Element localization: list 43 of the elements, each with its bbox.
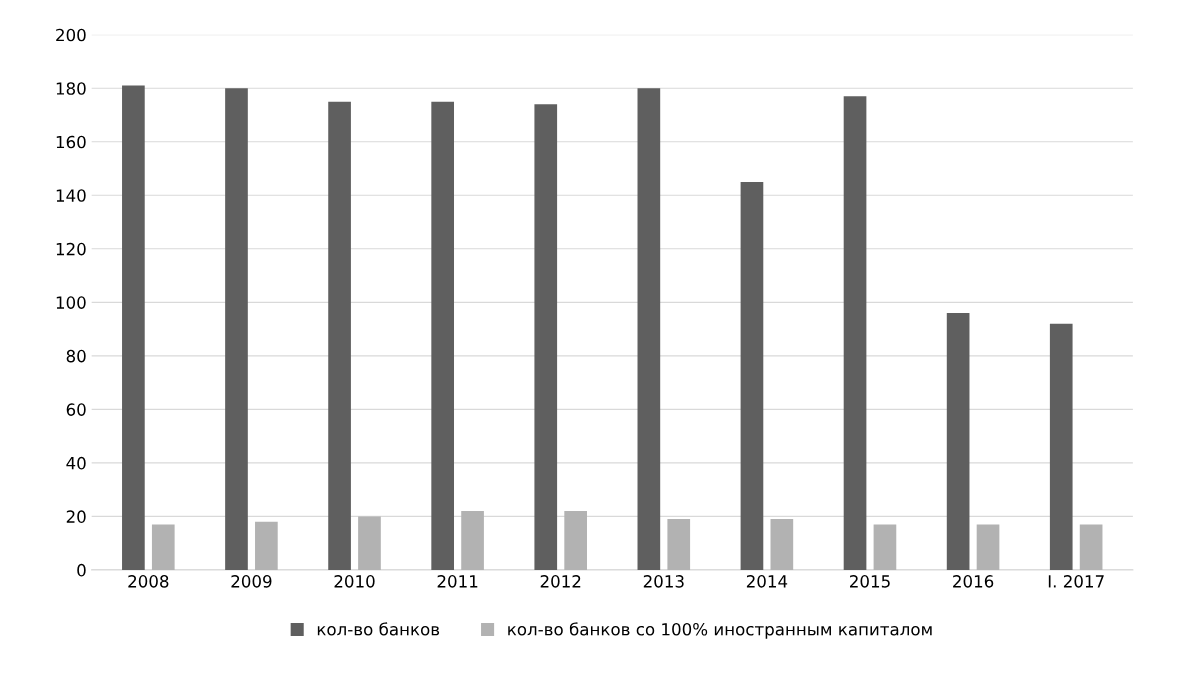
y-tick-label: 200 — [56, 28, 86, 42]
x-tick-label: 2010 — [334, 575, 375, 588]
x-tick-label: 2011 — [437, 575, 478, 588]
x-tick-label: 2016 — [953, 575, 994, 588]
bar — [873, 524, 897, 570]
bar — [461, 511, 484, 570]
y-tick-label: 180 — [56, 82, 86, 95]
y-tick-label: 40 — [66, 456, 86, 470]
bar — [1049, 323, 1073, 570]
bar — [667, 519, 691, 570]
y-tick-label: 20 — [66, 510, 86, 523]
y-tick-label: 60 — [66, 403, 86, 416]
x-tick-label: 2015 — [850, 575, 890, 588]
bar — [740, 181, 764, 570]
bar — [255, 521, 278, 570]
x-tick-label: 2013 — [643, 575, 684, 588]
x-tick-label: 2012 — [540, 575, 581, 588]
x-tick-label: 2009 — [231, 575, 272, 588]
bar — [946, 313, 970, 570]
bar — [534, 104, 558, 570]
y-tick-label: 100 — [56, 296, 86, 309]
bar — [328, 101, 351, 570]
bar — [770, 519, 794, 570]
y-tick-label: 0 — [77, 563, 86, 577]
y-tick-label: 120 — [56, 242, 86, 256]
bar — [637, 88, 661, 570]
bar — [976, 524, 1000, 570]
x-tick-label: 2008 — [128, 575, 169, 588]
y-tick-label: 80 — [66, 349, 86, 363]
y-tick-label: 160 — [56, 135, 86, 149]
legend-label: кол-во банков — [317, 622, 440, 636]
bar — [843, 96, 867, 570]
y-tick-label: 140 — [56, 189, 86, 202]
bar — [564, 511, 587, 570]
legend-label: кол-во банков со 100% иностранным капиталом — [508, 622, 932, 639]
bar — [151, 524, 175, 570]
bar — [225, 88, 248, 570]
bar — [431, 101, 455, 570]
x-tick-label: 2014 — [746, 575, 788, 588]
bar — [122, 85, 145, 570]
bar — [358, 516, 381, 570]
bar — [1079, 524, 1103, 570]
x-tick-label: I. 2017 — [1048, 575, 1104, 588]
